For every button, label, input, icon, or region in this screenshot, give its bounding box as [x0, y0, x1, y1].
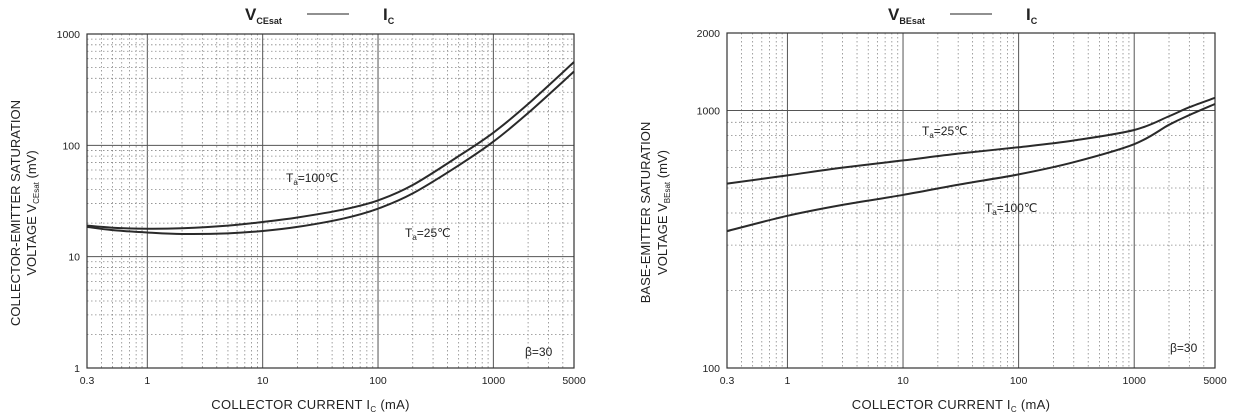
y-axis-label-line2: VOLTAGE VBEsat (mV): [655, 150, 672, 275]
vbesat-chart: 0.3 1 10 100 1000 5000 100 1000 2000 VBEsat IC COLL…: [638, 5, 1227, 414]
x-tick-label: 5000: [1203, 375, 1227, 387]
x-tick-label: 1: [144, 375, 150, 387]
x-axis-label: COLLECTOR CURRENT IC (mA): [852, 397, 1050, 414]
x-tick-label: 0.3: [80, 375, 95, 387]
chart-title: VBEsat: [888, 5, 925, 26]
x-tick-label: 1000: [1123, 375, 1147, 387]
y-axis-label-line1: BASE-EMITTER SATURATION: [638, 122, 653, 304]
series-label: Ta=100℃: [985, 201, 1037, 217]
x-tick-label: 1000: [482, 375, 506, 387]
beta-note: β=30: [525, 345, 553, 359]
grid: [726, 33, 1215, 368]
x-tick-label: 0.3: [720, 375, 735, 387]
beta-note: β=30: [1170, 341, 1198, 355]
y-tick-label: 100: [62, 140, 80, 152]
x-tick-label: 1: [785, 375, 791, 387]
x-tick-label: 10: [897, 375, 909, 387]
y-tick-label: 1000: [697, 106, 721, 118]
chart-title-vs: IC: [383, 5, 395, 26]
series-label: Ta=25℃: [405, 226, 451, 242]
x-tick-label: 100: [369, 375, 387, 387]
plot-frame: [86, 33, 575, 369]
y-tick-label: 1000: [57, 29, 81, 41]
series-label: Ta=25℃: [922, 124, 968, 140]
y-axis-label-line2: VOLTAGE VCEsat (mV): [24, 150, 41, 275]
x-tick-label: 5000: [562, 375, 586, 387]
series-line-ta100: [726, 103, 1216, 233]
chart-title: VCEsat: [245, 5, 282, 26]
chart-title-vs: IC: [1026, 5, 1038, 26]
y-tick-label: 2000: [697, 28, 721, 40]
plot-frame: [726, 32, 1216, 369]
series-line-ta25: [726, 96, 1216, 185]
y-tick-label: 100: [702, 363, 720, 375]
x-axis-label: COLLECTOR CURRENT IC (mA): [211, 397, 409, 414]
x-tick-label: 10: [257, 375, 269, 387]
series-label: Ta=100℃: [286, 171, 338, 187]
y-axis-label-line1: COLLECTOR-EMITTER SATURATION: [8, 100, 23, 326]
series-line-ta100: [86, 61, 575, 230]
grid: [86, 34, 574, 368]
series-line-ta25: [86, 70, 575, 235]
x-tick-label: 100: [1010, 375, 1028, 387]
y-tick-label: 10: [68, 252, 80, 264]
y-tick-label: 1: [74, 363, 80, 375]
